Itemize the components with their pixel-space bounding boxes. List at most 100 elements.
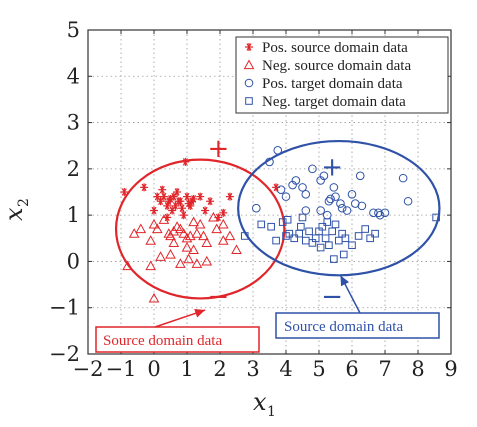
legend-entry-neg-target: Neg. target domain data <box>245 94 406 110</box>
data-points <box>120 146 440 303</box>
triangle-point <box>188 216 199 227</box>
circle-point <box>337 203 347 213</box>
circle-point <box>281 192 291 201</box>
square-point <box>278 218 287 226</box>
asterisk-point <box>189 194 198 203</box>
x-tick-label: −1 <box>106 357 137 381</box>
asterisk-point <box>158 185 167 194</box>
legend-box <box>235 36 449 114</box>
legend-symbol <box>244 78 254 88</box>
circle-point <box>375 210 385 220</box>
circle-point <box>276 185 286 194</box>
square-point <box>257 220 266 229</box>
triangle-point <box>188 244 199 254</box>
square-point <box>305 227 313 236</box>
square-point <box>298 213 307 222</box>
x-tick-label: 0 <box>147 357 160 381</box>
asterisk-point <box>181 157 190 166</box>
circle-point <box>316 206 325 215</box>
triangle-point <box>158 214 170 224</box>
triangle-point <box>145 235 157 245</box>
x-tick-label: 5 <box>312 357 325 381</box>
plot-frame <box>87 29 452 355</box>
triangle-point <box>217 218 229 229</box>
triangle-point <box>201 237 213 248</box>
asterisk-point <box>150 206 158 215</box>
legend-label: Pos. target domain data <box>262 76 403 92</box>
callout-text: Source domain data <box>103 333 222 349</box>
triangle-point <box>168 225 180 236</box>
triangle-point <box>198 230 209 241</box>
circle-point <box>301 190 311 199</box>
triangle-point <box>224 230 236 241</box>
square-point <box>285 229 294 238</box>
circle-point <box>329 183 339 192</box>
triangle-point <box>191 228 203 238</box>
square-point <box>297 222 305 231</box>
triangle-point <box>148 218 160 229</box>
square-point <box>318 222 327 231</box>
asterisk-point <box>206 197 215 206</box>
legend-entry-neg-source: Neg. source domain data <box>243 58 411 74</box>
asterisk-point <box>159 192 168 201</box>
triangle-point <box>217 235 229 245</box>
square-point <box>321 234 330 243</box>
triangle-point <box>175 258 186 268</box>
asterisk-point <box>140 183 149 192</box>
circle-point <box>324 196 334 206</box>
circle-point <box>331 192 340 201</box>
sign-label: + <box>321 153 343 183</box>
legend-symbol <box>245 97 253 105</box>
square-point <box>354 232 363 240</box>
domain-ellipses <box>114 139 441 300</box>
triangle-point <box>155 251 166 261</box>
y-tick-label: 4 <box>67 64 80 88</box>
x-tick-label: 4 <box>279 357 292 381</box>
sign-label: + <box>207 134 229 164</box>
x-axis-label: x 1 <box>253 388 276 420</box>
legend-label: Neg. target domain data <box>262 94 406 110</box>
triangle-point <box>148 292 160 303</box>
callout-text: Source domain data <box>284 319 403 335</box>
square-marker-icon <box>245 97 253 105</box>
circle-point <box>380 208 390 218</box>
svg-text:1: 1 <box>267 404 276 420</box>
square-point <box>302 236 310 245</box>
y-tick-label: 3 <box>67 111 80 135</box>
circle-point <box>403 196 413 206</box>
x-tick-label: 3 <box>246 357 259 381</box>
asterisk-point <box>225 192 234 201</box>
square-point <box>323 218 332 226</box>
y-axis-label: x 2 <box>0 198 32 221</box>
svg-text:x: x <box>253 388 267 416</box>
legend-entry-pos-target: Pos. target domain data <box>244 76 403 92</box>
asterisk-point <box>179 211 188 220</box>
triangle-point <box>181 242 193 252</box>
asterisk-point <box>120 188 129 196</box>
square-point <box>335 236 343 245</box>
circle-marker-icon <box>244 78 254 88</box>
asterisk-point <box>219 208 228 217</box>
asterisk-point <box>173 188 182 196</box>
ellipse-source <box>114 158 286 300</box>
circle-point <box>342 206 352 215</box>
square-point <box>325 241 333 250</box>
x-tick-labels: −2 −1 0 1 2 3 4 5 6 7 8 9 <box>73 357 458 381</box>
asterisk-point <box>169 192 178 201</box>
square-point <box>272 236 280 245</box>
circle-point <box>308 164 317 174</box>
triangle-point <box>151 223 163 234</box>
square-point <box>339 250 348 259</box>
square-point <box>330 255 338 263</box>
axis-ticks <box>87 29 452 355</box>
circle-point <box>288 180 297 190</box>
triangle-point <box>181 232 193 243</box>
y-tick-label: 1 <box>67 203 80 227</box>
sign-label: − <box>321 282 343 312</box>
asterisk-point <box>201 206 210 215</box>
triangle-point <box>208 211 219 222</box>
legend-symbol <box>243 59 255 70</box>
circle-point <box>355 171 365 181</box>
circle-point <box>251 203 261 213</box>
